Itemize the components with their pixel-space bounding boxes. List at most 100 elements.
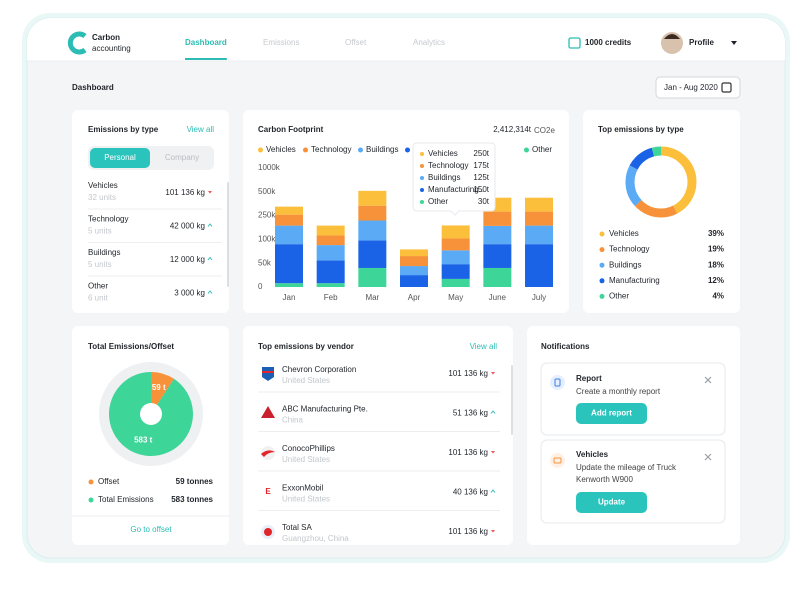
card-title: Total Emissions/Offset (88, 342, 174, 351)
bar-segment (483, 244, 512, 268)
logo-text: Carbon (92, 33, 120, 42)
bar-segment (275, 214, 303, 226)
vendor-location: China (282, 416, 303, 425)
bar-segment (441, 264, 470, 279)
bar-segment (358, 220, 387, 241)
item-name: Other (88, 282, 108, 291)
pie-slice (151, 372, 174, 414)
date-picker[interactable] (655, 76, 741, 99)
notification-card (540, 362, 726, 436)
bar-segment (358, 190, 387, 206)
report-icon (550, 375, 565, 390)
value-label: 18% (708, 260, 724, 269)
view-all[interactable]: View all (470, 342, 498, 351)
page-title: Dashboard (72, 83, 114, 92)
item-units: 5 units (88, 227, 112, 236)
date-range[interactable]: Jan - Aug 2020 (664, 83, 718, 92)
logo-exxon: E (265, 487, 271, 496)
y-tick-label: 1000k (258, 163, 281, 172)
vendor-name: ExxonMobil (282, 484, 324, 493)
tab-active (90, 148, 150, 168)
link[interactable]: Go to offset (130, 525, 172, 534)
legend-dot (599, 231, 605, 237)
slice-label: 583 t (134, 435, 153, 444)
bar-segment (316, 245, 345, 261)
x-tick-label: July (532, 293, 546, 302)
profile-caret[interactable] (731, 41, 737, 45)
tooltip-label: Technology (428, 161, 468, 170)
notification-text: Create a monthly report (576, 387, 661, 396)
bar-segment (316, 225, 345, 236)
legend-label: Technology (609, 245, 649, 254)
x-tick-label: Feb (324, 293, 338, 302)
legend-dot (599, 247, 605, 253)
vendor-name: Total SA (282, 523, 312, 532)
donut-segment (625, 146, 697, 218)
close-icon[interactable] (704, 376, 712, 384)
total: 2,412,314t (493, 125, 532, 134)
report-glyph (554, 378, 561, 387)
bar-segment (316, 235, 345, 246)
bar-segment (441, 238, 470, 251)
item-name: Technology (88, 215, 128, 224)
tab[interactable]: Personal (104, 153, 136, 162)
legend-label: Buildings (609, 260, 641, 269)
nav-item[interactable]: Dashboard (185, 38, 227, 47)
tooltip-value: 175t (473, 161, 489, 170)
vehicle-icon (550, 453, 565, 468)
vehicle-glyph (553, 457, 562, 464)
vendor-value: 101 136 kg (448, 527, 488, 536)
logo-abc (261, 406, 275, 418)
vendor-location: Guangzhou, China (282, 534, 349, 543)
trend-down (208, 191, 212, 194)
nav-item[interactable]: Offset (345, 38, 367, 47)
button-label[interactable]: Add report (591, 409, 632, 418)
bar-segment (358, 205, 387, 221)
trend-up (207, 290, 213, 294)
bar-segment (441, 278, 470, 287)
button[interactable] (576, 403, 647, 424)
vendor-location: United States (282, 495, 330, 504)
profile-name[interactable]: Profile (689, 38, 714, 47)
bar-segment (400, 256, 429, 267)
button-label[interactable]: Update (598, 498, 626, 507)
tab[interactable]: Company (165, 153, 199, 162)
vendor-name: ConocoPhillips (282, 444, 335, 453)
nav-item[interactable]: Analytics (413, 38, 445, 47)
trend-up (490, 410, 496, 414)
close-icon[interactable] (704, 453, 712, 461)
trend-down (491, 530, 495, 533)
vendor-name: Chevron Corporation (282, 365, 356, 374)
tooltip-value: 125t (473, 173, 489, 182)
nav-item[interactable]: Emissions (263, 38, 299, 47)
notification-text: Update the mileage of Truck (576, 463, 677, 472)
vendor-value: 51 136 kg (453, 409, 488, 418)
notification-title: Report (576, 374, 602, 383)
view-all[interactable]: View all (187, 125, 215, 134)
legend-value: 583 tonnes (171, 495, 213, 504)
trend-down (491, 451, 495, 454)
button[interactable] (576, 492, 647, 513)
notification-text: Kenworth W900 (576, 475, 633, 484)
x-tick-label: May (448, 293, 463, 302)
bar-segment (525, 244, 554, 287)
value-label: 39% (708, 229, 724, 238)
item-units: 5 units (88, 260, 112, 269)
pie-hole (140, 403, 162, 425)
item-value: 3 000 kg (174, 289, 205, 298)
legend-dot (599, 278, 605, 284)
donut-segment (625, 146, 697, 218)
donut-segment (625, 146, 697, 218)
vendor-value: 101 136 kg (448, 448, 488, 457)
legend-dot (524, 147, 529, 153)
tooltip-dot (420, 176, 424, 180)
tooltip-dot (420, 200, 424, 204)
legend-label: Other (532, 145, 552, 154)
tooltip-label: Manufacturing.. (428, 185, 483, 194)
bar-segment (400, 275, 429, 287)
logo-icon (67, 31, 87, 55)
y-tick-label: 100k (258, 235, 276, 244)
card-title: Notifications (541, 342, 590, 351)
value-label: 4% (712, 292, 724, 301)
